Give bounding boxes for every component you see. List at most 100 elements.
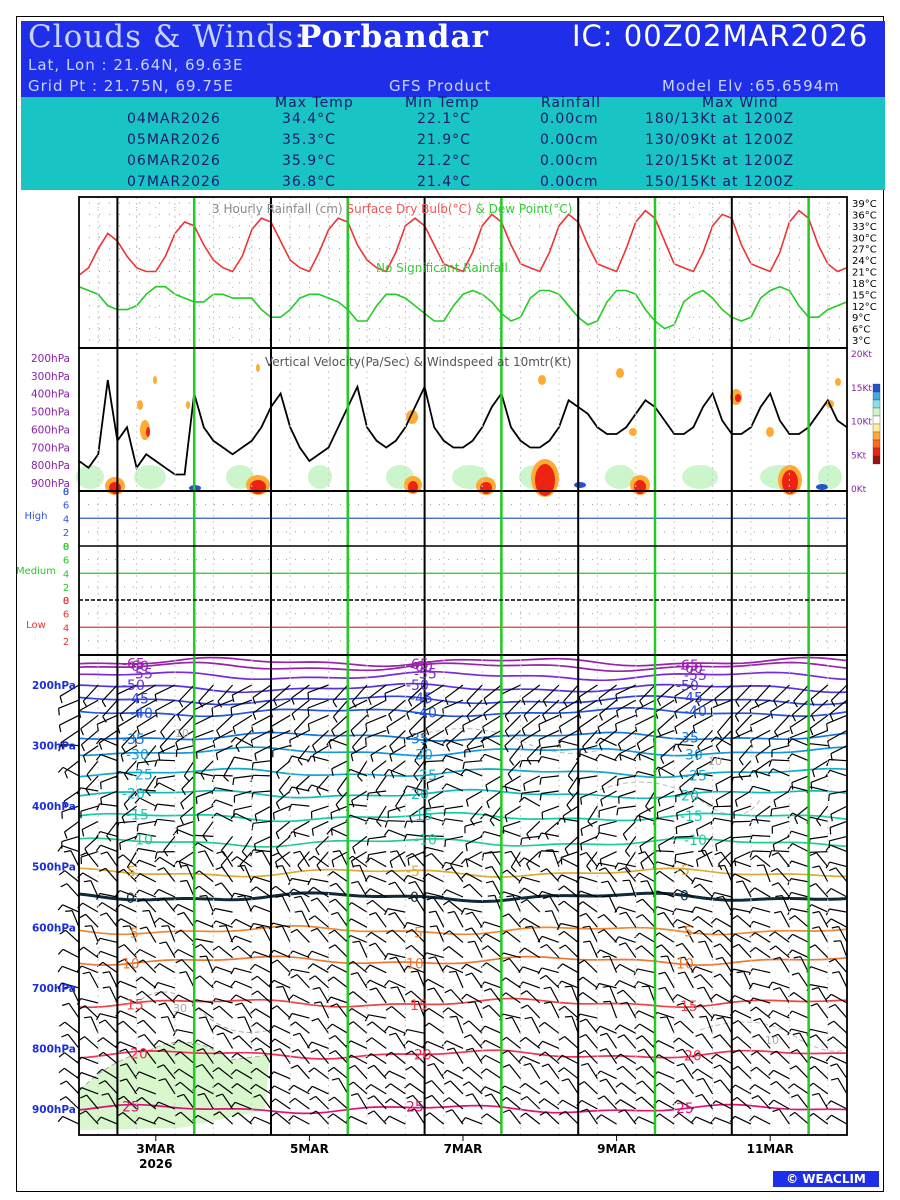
wind-barb [175,959,183,964]
wind-barb [451,867,464,883]
wind-barb [260,1048,272,1064]
wind-barb [237,1112,253,1125]
product-label: GFS Product [389,77,492,95]
wind-barb [791,699,810,716]
wind-barb [118,820,137,824]
isotherm-line [78,661,848,673]
wind-barb [253,922,272,928]
wind-barb [619,745,637,755]
wind-barb [370,888,387,898]
wind-barb [222,1093,234,1110]
wind-barb [139,873,157,883]
wind-barb [230,1069,237,1075]
wind-barb [542,714,547,722]
wind-barb [407,965,425,974]
wind-barb [601,786,605,794]
wind-barb [832,971,840,974]
wind-barb [750,1050,758,1056]
wind-barb [86,852,99,868]
wind-barb [595,832,600,840]
wind-barb [414,760,420,767]
upper-pressure-label: 600hPa [32,922,76,934]
wind-barb [231,856,238,862]
wind-barb [332,871,349,883]
wind-barb [791,891,809,898]
wind-barb [482,726,486,734]
wind-barb [117,868,125,874]
wind-barb [225,925,234,943]
wind-barb [752,997,771,1004]
isotherm-label: -5 [122,864,136,880]
wind-barb [251,823,254,831]
wind-barb [140,1007,157,1019]
wind-barb [154,856,161,863]
wind-barb [153,889,160,896]
wind-barb [664,987,675,1004]
isotherm-line [78,955,848,966]
wind-barb [684,926,694,943]
wind-barb [375,912,387,928]
wind-barb [276,790,291,804]
wind-barb [99,831,118,837]
wind-barb [480,1086,486,1093]
wind-barb [825,993,832,1000]
station-name: Porbandar [298,19,489,55]
wind-barb [99,892,118,898]
wind-barb [80,728,84,736]
wind-barb [370,745,387,756]
wind-barb [67,1033,80,1049]
wind-barb [82,971,90,975]
wind-barb [507,773,513,781]
wind-barb [798,972,810,989]
wind-barb [599,805,617,812]
wind-barb [599,713,603,721]
wind-barb [735,700,740,708]
wind-barb [155,699,176,712]
wind-barb [85,775,99,790]
wind-barb [529,1063,541,1080]
temp-title-part: & Dew Point(°C) [472,202,573,216]
wind-barb [556,858,563,865]
wind-barb [288,1115,294,1122]
wind-barb [155,778,158,786]
wind-barb [61,845,80,853]
wind-barb [350,754,354,762]
wind-barb [230,935,236,943]
wind-barb [466,963,483,974]
wind-barb [387,908,406,913]
wind-barb [622,833,628,841]
wind-barb [586,1108,598,1125]
wind-barb [365,1084,372,1090]
wind-barb [542,684,560,701]
wind-barb [714,698,719,706]
wind-barb [752,1033,760,1038]
wind-barb [64,870,80,883]
wind-barb [699,883,714,898]
wind-barb [659,1113,675,1125]
row-date: 07MAR2026 [127,174,221,190]
wind-barb [107,1093,118,1110]
wind-barb [598,982,617,989]
wind-barb [273,1085,291,1095]
wind-barb [563,684,579,702]
wind-barb [640,862,644,870]
wind-barb [160,991,176,1004]
wind-barb [249,923,254,930]
wind-barb [658,932,675,943]
wind-barb [134,1087,140,1094]
wind-barb [567,760,579,777]
wind-barb [809,728,814,736]
wind-barb [425,714,445,729]
wind-barb [838,971,848,989]
wind-barb [275,865,283,868]
wind-barb [315,848,320,856]
wind-barb [174,929,182,935]
wind-barb [562,963,579,974]
wind-barb [809,851,828,853]
wind-barb [485,775,502,786]
wind-barb [407,851,425,860]
wind-barb [483,698,488,706]
wind-barb [675,1048,683,1053]
wind-barb [816,852,829,868]
wind-barb [122,1020,138,1034]
